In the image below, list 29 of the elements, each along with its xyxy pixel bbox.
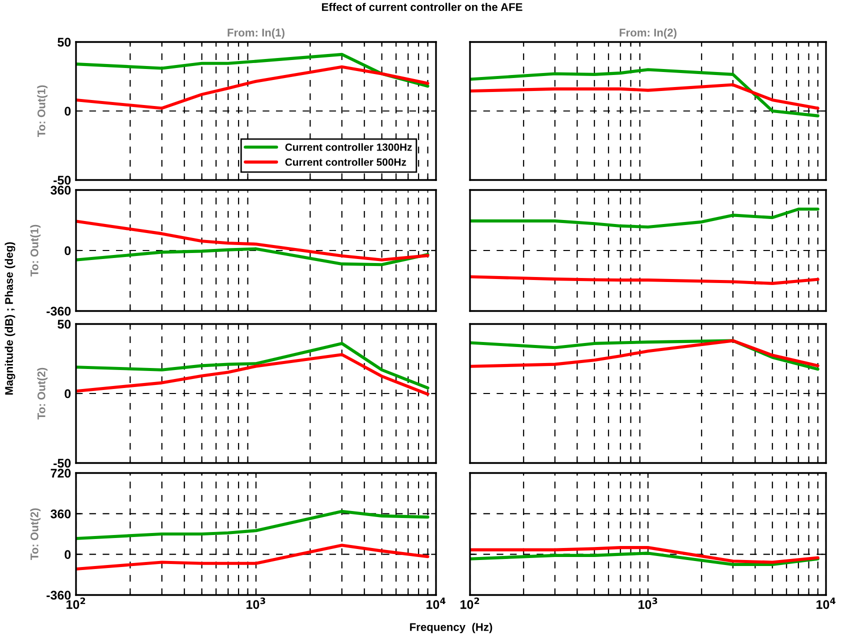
y-tick-label: 360 [50,509,71,518]
text: Magnitude (dB) ; Phase (deg) [4,242,16,395]
y-tick-label: 0 [64,106,71,116]
x-tick-label: 10$^{3}$ [246,598,266,609]
y-tick-label: -360 [46,306,71,316]
chart-subtitle: From: In(1) [228,28,284,39]
x-tick-label: 10$^{4}$ [426,598,446,609]
legend-label: Current controller 1300Hz [285,143,412,151]
x-axis-title: Frequency (Hz) [410,622,492,634]
y-tick-label: 360 [50,186,71,195]
chart-subtitle: From: In(2) [620,28,676,39]
x-tick-label: 10$^{3}$ [638,598,658,609]
y-axis-title: To: Out(2) [37,368,48,420]
y-axis-title: To: Out(1) [37,85,48,137]
x-tick-label: 10$^{4}$ [816,598,836,609]
y-axis-title: To: Out(1) [30,224,41,276]
y-tick-label: -50 [54,458,71,468]
y-tick-label: 0 [64,550,71,559]
y-axis-title: To: Out(2) [30,508,41,560]
x-tick-label: 10$^{2}$ [460,598,480,609]
chart-title: Effect of current controller on the AFE [322,2,522,11]
y-tick-label: 50 [58,320,71,329]
y-tick-label: -360 [46,590,71,600]
legend-label: Current controller 500Hz [285,158,406,166]
y-tick-label: 0 [64,246,71,256]
y-tick-label: -50 [54,176,71,185]
y-tick-label: 50 [58,38,71,47]
y-tick-label: 0 [64,389,71,398]
y-tick-label: 720 [50,468,71,478]
